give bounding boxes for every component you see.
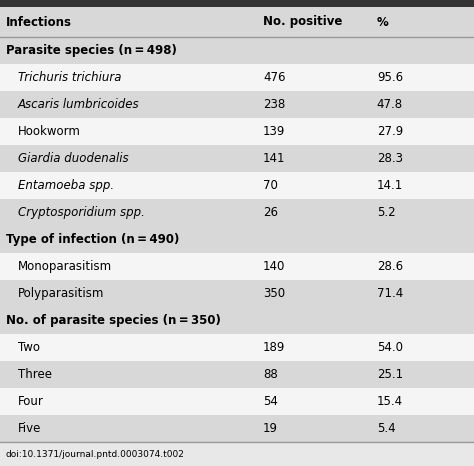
Text: No. positive: No. positive (263, 15, 342, 28)
Text: doi:10.1371/journal.pntd.0003074.t002: doi:10.1371/journal.pntd.0003074.t002 (6, 450, 184, 459)
Text: 189: 189 (263, 341, 285, 354)
Text: No. of parasite species (n = 350): No. of parasite species (n = 350) (6, 314, 220, 327)
Text: 95.6: 95.6 (377, 71, 403, 84)
Bar (0, 172, 474, 199)
Text: 140: 140 (263, 260, 285, 273)
Text: Entamoeba spp.: Entamoeba spp. (18, 179, 114, 192)
Bar (0, 199, 474, 226)
Bar (0, 334, 474, 361)
Text: Trichuris trichiura: Trichuris trichiura (18, 71, 121, 84)
Text: Type of infection (n = 490): Type of infection (n = 490) (6, 233, 179, 246)
Text: Three: Three (18, 368, 52, 381)
Text: 70: 70 (263, 179, 278, 192)
Text: 47.8: 47.8 (377, 98, 403, 111)
Bar (0, 442, 474, 466)
Text: Hookworm: Hookworm (18, 125, 81, 138)
Text: Monoparasitism: Monoparasitism (18, 260, 112, 273)
Text: 25.1: 25.1 (377, 368, 403, 381)
Text: Cryptosporidium spp.: Cryptosporidium spp. (18, 206, 145, 219)
Text: 26: 26 (263, 206, 278, 219)
Bar (0, 253, 474, 280)
Text: 141: 141 (263, 152, 285, 165)
Bar (0, 0, 474, 7)
Text: %: % (377, 15, 389, 28)
Bar (0, 37, 474, 64)
Text: 476: 476 (263, 71, 285, 84)
Text: 54.0: 54.0 (377, 341, 403, 354)
Bar (0, 280, 474, 307)
Text: 27.9: 27.9 (377, 125, 403, 138)
Text: 28.6: 28.6 (377, 260, 403, 273)
Text: Infections: Infections (6, 15, 72, 28)
Text: 14.1: 14.1 (377, 179, 403, 192)
Bar (0, 7, 474, 37)
Bar (0, 226, 474, 253)
Text: Five: Five (18, 422, 41, 435)
Bar (0, 118, 474, 145)
Text: 88: 88 (263, 368, 278, 381)
Text: 71.4: 71.4 (377, 287, 403, 300)
Text: Four: Four (18, 395, 44, 408)
Text: 28.3: 28.3 (377, 152, 403, 165)
Text: 139: 139 (263, 125, 285, 138)
Bar (0, 361, 474, 388)
Text: Giardia duodenalis: Giardia duodenalis (18, 152, 128, 165)
Text: 350: 350 (263, 287, 285, 300)
Text: Polyparasitism: Polyparasitism (18, 287, 104, 300)
Text: 54: 54 (263, 395, 278, 408)
Bar (0, 307, 474, 334)
Text: Ascaris lumbricoides: Ascaris lumbricoides (18, 98, 139, 111)
Bar (0, 388, 474, 415)
Text: Parasite species (n = 498): Parasite species (n = 498) (6, 44, 176, 57)
Text: 5.4: 5.4 (377, 422, 395, 435)
Text: Two: Two (18, 341, 39, 354)
Bar (0, 91, 474, 118)
Bar (0, 415, 474, 442)
Text: 238: 238 (263, 98, 285, 111)
Text: 5.2: 5.2 (377, 206, 395, 219)
Bar (0, 145, 474, 172)
Text: 19: 19 (263, 422, 278, 435)
Text: 15.4: 15.4 (377, 395, 403, 408)
Bar (0, 64, 474, 91)
